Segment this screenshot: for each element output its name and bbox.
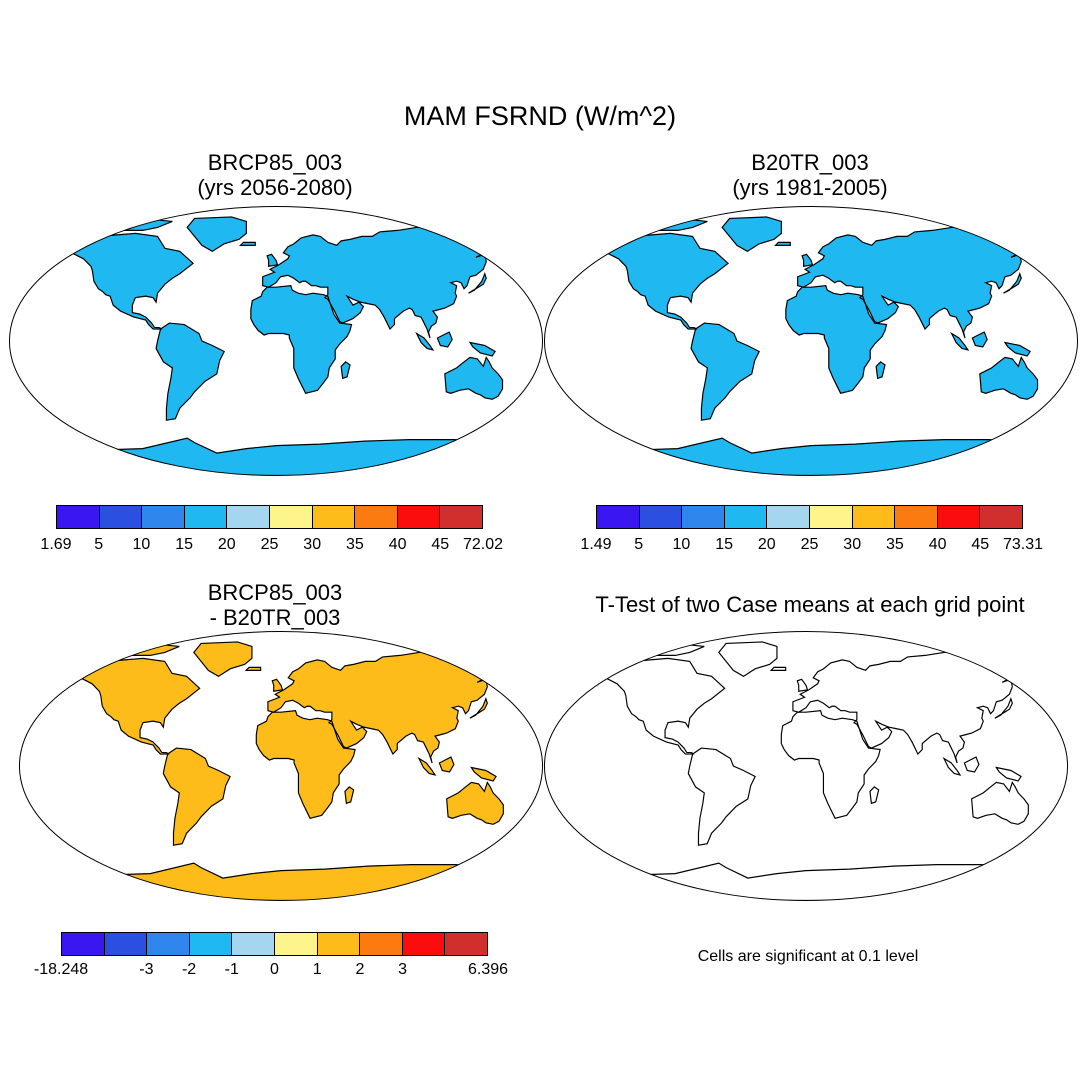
main-title: MAM FSRND (W/m^2) bbox=[403, 101, 677, 131]
panel-1-title-line1: BRCP85_003 bbox=[207, 150, 343, 175]
colorbar-tick-label: -1 bbox=[224, 961, 239, 978]
colorbar-tick-label: 1 bbox=[312, 961, 322, 978]
colorbar-swatch bbox=[809, 506, 853, 528]
colorbar-swatch bbox=[852, 506, 896, 528]
colorbar-tick-label: 25 bbox=[260, 536, 279, 553]
colorbar-swatch bbox=[142, 506, 185, 528]
colorbar-tick-label: 15 bbox=[175, 536, 193, 553]
colorbar-tick-label: 20 bbox=[217, 536, 236, 553]
colorbar-swatch bbox=[189, 933, 233, 955]
colorbar-swatch bbox=[397, 506, 441, 528]
colorbar-tick-label: 0 bbox=[270, 961, 279, 978]
colorbar-swatch bbox=[317, 933, 361, 955]
map-ttest bbox=[543, 630, 1069, 902]
colorbar-swatch bbox=[147, 933, 190, 955]
colorbar-tick-label: 72.02 bbox=[462, 536, 504, 553]
colorbar-difference bbox=[61, 932, 488, 956]
colorbar-swatch bbox=[62, 933, 105, 955]
colorbar-tick-label: 2 bbox=[355, 961, 365, 978]
colorbar-tick-label: -3 bbox=[139, 961, 154, 978]
colorbar-tick-label: 20 bbox=[757, 536, 776, 553]
colorbar-swatch bbox=[104, 933, 148, 955]
colorbar-swatch bbox=[57, 506, 100, 528]
panel-4-title: T-Test of two Case means at each grid po… bbox=[595, 592, 1025, 617]
colorbar-tick-label: 45 bbox=[431, 536, 450, 553]
panel-1-title-line2: (yrs 2056-2080) bbox=[197, 175, 353, 200]
significance-note: Cells are significant at 0.1 level bbox=[697, 948, 919, 965]
colorbar-swatch bbox=[980, 506, 1022, 528]
colorbar-tick-label: -18.248 bbox=[33, 961, 89, 978]
colorbar-swatch bbox=[682, 506, 725, 528]
colorbar-tick-label: 30 bbox=[843, 536, 862, 553]
colorbar-swatch bbox=[184, 506, 228, 528]
colorbar-tick-label: 40 bbox=[388, 536, 407, 553]
colorbar-tick-label: 35 bbox=[345, 536, 364, 553]
colorbar-tick-label: 25 bbox=[800, 536, 819, 553]
colorbar-tick-label: 15 bbox=[715, 536, 733, 553]
colorbar-swatch bbox=[227, 506, 270, 528]
colorbar-tick-label: 35 bbox=[885, 536, 904, 553]
map-future bbox=[8, 205, 544, 477]
colorbar-tick-label: 5 bbox=[634, 536, 644, 553]
colorbar-swatch bbox=[937, 506, 981, 528]
colorbar-historical bbox=[596, 505, 1023, 529]
colorbar-swatch bbox=[355, 506, 398, 528]
panel-3-title-line2: - B20TR_003 bbox=[209, 605, 341, 630]
panel-3-title-line1: BRCP85_003 bbox=[207, 580, 343, 605]
colorbar-swatch bbox=[639, 506, 683, 528]
colorbar-swatch bbox=[597, 506, 640, 528]
colorbar-swatch bbox=[767, 506, 810, 528]
colorbar-tick-label: 45 bbox=[971, 536, 990, 553]
colorbar-historical-ticks: 1.49 5 10 15 20 25 30 35 40 45 73.31 bbox=[580, 536, 1043, 556]
colorbar-tick-label: 10 bbox=[672, 536, 691, 553]
colorbar-swatch bbox=[269, 506, 313, 528]
colorbar-swatch bbox=[445, 933, 487, 955]
colorbar-tick-label: 1.69 bbox=[40, 536, 72, 553]
colorbar-swatch bbox=[312, 506, 356, 528]
map-historical bbox=[543, 205, 1079, 477]
colorbar-tick-label: 10 bbox=[132, 536, 151, 553]
colorbar-tick-label: 73.31 bbox=[1002, 536, 1044, 553]
colorbar-tick-label: 1.49 bbox=[580, 536, 612, 553]
colorbar-difference-ticks: -18.248 -3 -2 -1 0 1 2 3 6.396 bbox=[34, 961, 508, 981]
colorbar-tick-label: 30 bbox=[303, 536, 322, 553]
colorbar-swatch bbox=[99, 506, 143, 528]
colorbar-swatch bbox=[274, 933, 318, 955]
colorbar-swatch bbox=[724, 506, 768, 528]
colorbar-swatch bbox=[232, 933, 275, 955]
colorbar-future bbox=[56, 505, 483, 529]
colorbar-swatch bbox=[440, 506, 482, 528]
colorbar-tick-label: 3 bbox=[398, 961, 408, 978]
map-difference bbox=[18, 630, 544, 902]
colorbar-tick-label: -2 bbox=[181, 961, 197, 978]
colorbar-future-ticks: 1.69 5 10 15 20 25 30 35 40 45 72.02 bbox=[40, 536, 503, 556]
colorbar-swatch bbox=[360, 933, 403, 955]
colorbar-tick-label: 5 bbox=[94, 536, 104, 553]
panel-1-title: BRCP85_003 (yrs 2056-2080) bbox=[140, 150, 410, 200]
panel-2-title: B20TR_003 (yrs 1981-2005) bbox=[675, 150, 945, 200]
colorbar-tick-label: 6.396 bbox=[467, 961, 509, 978]
colorbar-swatch bbox=[402, 933, 446, 955]
colorbar-swatch bbox=[895, 506, 938, 528]
panel-3-title: BRCP85_003 - B20TR_003 bbox=[140, 580, 410, 630]
colorbar-tick-label: 40 bbox=[928, 536, 947, 553]
panel-2-title-line1: B20TR_003 bbox=[751, 150, 869, 175]
panel-2-title-line2: (yrs 1981-2005) bbox=[732, 175, 888, 200]
